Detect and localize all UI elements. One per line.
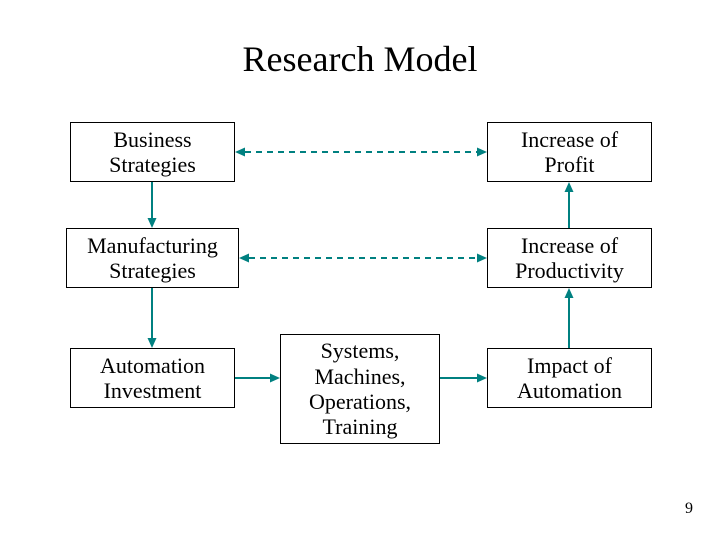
- page-number: 9: [685, 500, 693, 518]
- node-automation-label: AutomationInvestment: [100, 353, 205, 404]
- node-impact-label: Impact ofAutomation: [517, 353, 622, 404]
- node-business-label: BusinessStrategies: [109, 127, 196, 178]
- node-profit-label: Increase ofProfit: [521, 127, 618, 178]
- node-productivity-label: Increase ofProductivity: [515, 233, 624, 284]
- node-manufacturing: ManufacturingStrategies: [66, 228, 239, 288]
- node-impact: Impact ofAutomation: [487, 348, 652, 408]
- node-systems: Systems,Machines,Operations,Training: [280, 334, 440, 444]
- page-title: Research Model: [0, 38, 720, 80]
- node-business: BusinessStrategies: [70, 122, 235, 182]
- node-profit: Increase ofProfit: [487, 122, 652, 182]
- node-manufacturing-label: ManufacturingStrategies: [87, 233, 218, 284]
- node-productivity: Increase ofProductivity: [487, 228, 652, 288]
- node-systems-label: Systems,Machines,Operations,Training: [309, 338, 411, 439]
- node-automation: AutomationInvestment: [70, 348, 235, 408]
